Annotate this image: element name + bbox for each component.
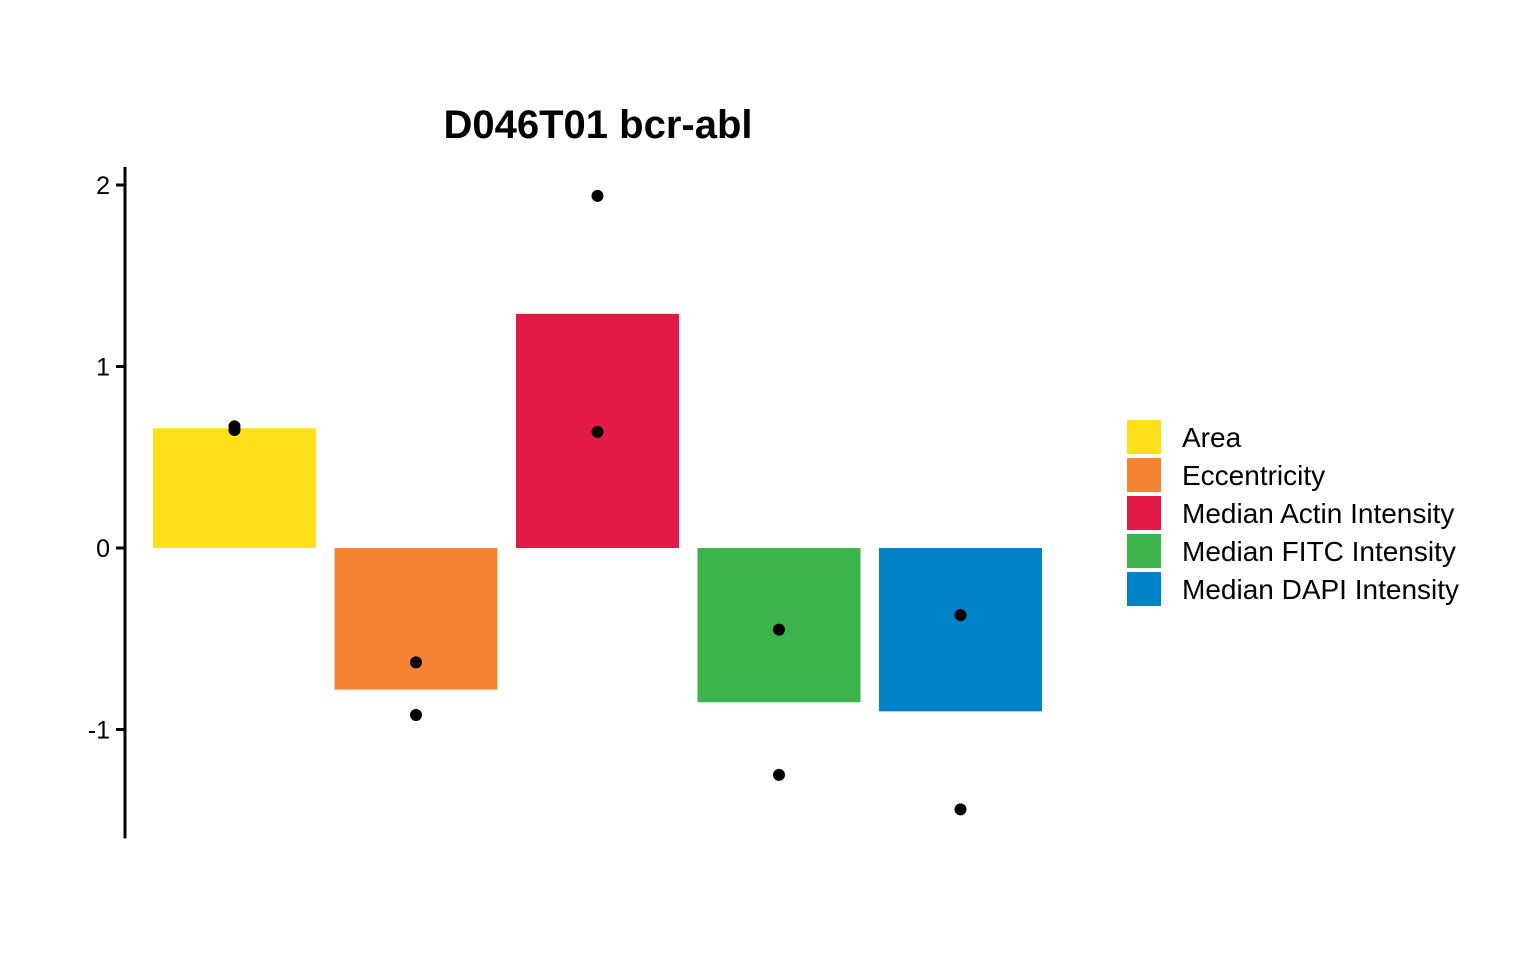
legend-label: Area	[1182, 422, 1242, 453]
legend-label: Eccentricity	[1182, 460, 1325, 491]
bars-layer	[153, 313, 1042, 712]
legend-label: Median FITC Intensity	[1182, 536, 1456, 567]
legend-key	[1127, 458, 1161, 492]
y-tick-label: -1	[88, 717, 110, 745]
legend: Area Eccentricity Median Actin Intensity Me…	[1127, 420, 1459, 606]
data-point	[773, 623, 785, 636]
points-layer	[228, 189, 967, 816]
legend-key	[1127, 496, 1161, 530]
y-axis: 2 1 0 -1	[88, 166, 127, 839]
data-point	[954, 803, 967, 816]
legend-key	[1127, 420, 1161, 454]
bar	[879, 548, 1042, 712]
data-point	[410, 656, 422, 669]
data-point	[954, 609, 967, 622]
legend-label: Median DAPI Intensity	[1182, 574, 1459, 605]
data-point	[773, 768, 785, 781]
y-tick-label: 2	[96, 172, 110, 200]
legend-label: Median Actin Intensity	[1182, 498, 1454, 529]
legend-key	[1127, 572, 1161, 606]
data-point	[591, 189, 604, 202]
y-tick-label: 1	[96, 354, 110, 382]
y-tick-label: 0	[96, 535, 110, 563]
chart-title: D046T01 bcr-abl	[443, 103, 752, 147]
data-point	[410, 708, 422, 721]
legend-key	[1127, 534, 1161, 568]
data-point	[591, 425, 604, 438]
bar	[153, 428, 316, 548]
data-point	[228, 424, 241, 437]
